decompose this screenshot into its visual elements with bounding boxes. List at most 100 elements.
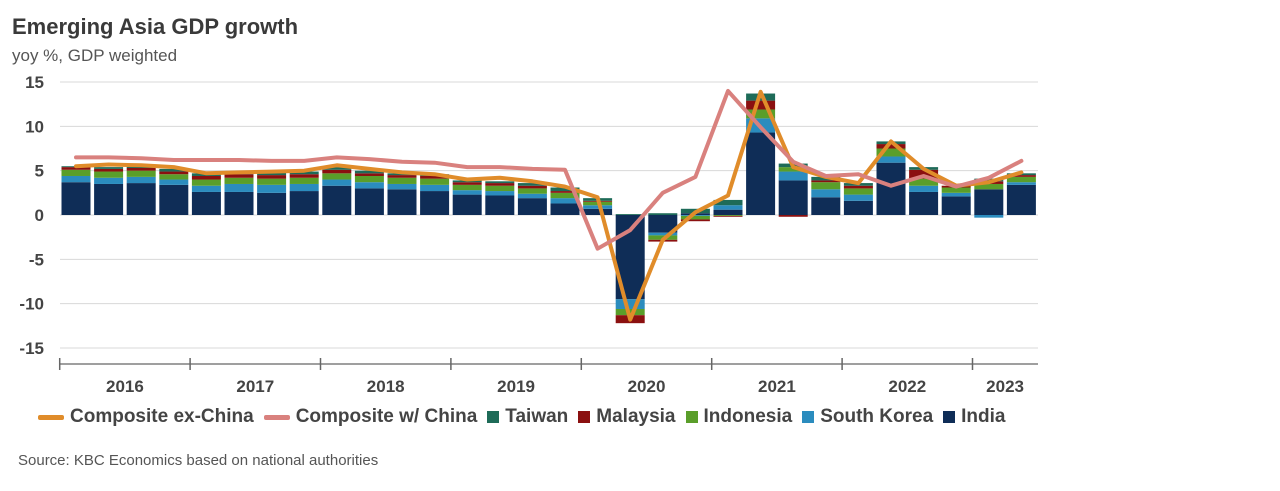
bar-segment-south-korea xyxy=(159,179,189,185)
bar-segment-south-korea xyxy=(420,184,450,192)
bar-segment-south-korea xyxy=(257,184,287,193)
bar-segment-malaysia xyxy=(289,174,319,178)
bar-segment-south-korea xyxy=(322,179,352,186)
bar-segment-south-korea xyxy=(94,177,124,184)
bar-segment-malaysia xyxy=(713,215,743,217)
bar-segment-india xyxy=(191,191,221,215)
bar-segment-south-korea xyxy=(550,198,580,204)
y-tick-label: 5 xyxy=(35,162,44,181)
bar-segment-south-korea xyxy=(61,175,91,183)
bar-segment-malaysia xyxy=(452,182,482,185)
legend-item: Indonesia xyxy=(685,406,793,428)
chart-subtitle: yoy %, GDP weighted xyxy=(12,46,178,65)
bar-segment-indonesia xyxy=(322,173,352,180)
bar-segment-india xyxy=(941,196,971,215)
line-composite-w-china xyxy=(74,88,1024,251)
bar-segment-india xyxy=(159,184,189,215)
grid-layer xyxy=(60,81,1038,349)
bar-segment-indonesia xyxy=(387,177,417,184)
bar-segment-malaysia xyxy=(843,185,873,189)
bar-segment-indonesia xyxy=(354,175,384,183)
bar-segment-taiwan xyxy=(517,183,547,186)
bar-segment-south-korea xyxy=(354,182,384,189)
legend-item: South Korea xyxy=(802,406,933,428)
bar-segment-south-korea xyxy=(811,189,841,198)
bar-segment-south-korea xyxy=(224,183,254,192)
bar-segment-malaysia xyxy=(224,174,254,178)
bar-segment-india xyxy=(550,203,580,215)
x-tick-label: 2022 xyxy=(888,377,926,396)
legend: Composite ex-China Composite w/ China Taiw… xyxy=(38,406,1016,428)
bar-segment-india xyxy=(876,162,906,215)
bar-segment-south-korea xyxy=(648,232,678,236)
bar-segment-india xyxy=(61,182,91,215)
bar-segment-indonesia xyxy=(224,177,254,184)
bar-segment-india xyxy=(843,200,873,215)
bar-segment-malaysia xyxy=(778,215,808,217)
bar-segment-india xyxy=(778,180,808,215)
bar-segment-indonesia xyxy=(680,215,710,220)
bar-segment-india xyxy=(517,198,547,215)
bar-segment-india xyxy=(713,209,743,215)
bar-segment-india xyxy=(289,191,319,215)
bar-segment-taiwan xyxy=(289,171,319,175)
y-tick-label: -5 xyxy=(29,250,44,269)
bar-segment-malaysia xyxy=(322,169,352,174)
x-tick-label: 2017 xyxy=(236,377,274,396)
bar-segment-south-korea xyxy=(452,190,482,195)
bar-segment-malaysia xyxy=(1006,175,1036,177)
bar-segment-taiwan xyxy=(159,168,189,172)
bar-segment-taiwan xyxy=(615,214,645,215)
bar-segment-india xyxy=(1006,184,1036,215)
legend-swatch xyxy=(38,414,64,420)
source-note: Source: KBC Economics based on national … xyxy=(18,452,379,469)
legend-swatch xyxy=(943,411,956,423)
x-tick-label: 2019 xyxy=(497,377,535,396)
legend-item: Composite ex-China xyxy=(38,406,254,428)
legend-label: Indonesia xyxy=(703,406,793,427)
bar-segment-malaysia xyxy=(876,144,906,149)
bar-segment-south-korea xyxy=(713,205,743,210)
bar-segment-india xyxy=(909,191,939,215)
bar-segment-taiwan xyxy=(354,170,384,174)
bar-segment-india xyxy=(485,195,515,215)
bar-segment-india xyxy=(648,215,678,233)
bar-segment-india xyxy=(420,191,450,215)
bar-segment-indonesia xyxy=(713,215,743,216)
bar-segment-india xyxy=(811,197,841,215)
bar-segment-south-korea xyxy=(1006,182,1036,185)
bar-segment-south-korea xyxy=(843,194,873,201)
x-tick-label: 2018 xyxy=(367,377,405,396)
chart-title: Emerging Asia GDP growth xyxy=(12,14,299,39)
bar-segment-indonesia xyxy=(778,167,808,172)
bar-segment-india xyxy=(354,188,384,215)
bar-segment-indonesia xyxy=(452,184,482,191)
bar-segment-south-korea xyxy=(126,176,156,184)
bar-segment-india xyxy=(974,189,1004,215)
bar-segment-south-korea xyxy=(615,299,645,309)
bar-segment-indonesia xyxy=(843,188,873,195)
bar-segment-indonesia xyxy=(909,178,939,186)
legend-label: Malaysia xyxy=(596,406,676,427)
bar-segment-south-korea xyxy=(680,215,710,216)
bar-segment-south-korea xyxy=(485,191,515,196)
bar-segment-india xyxy=(224,191,254,215)
legend-swatch xyxy=(487,411,500,423)
bar-segment-malaysia xyxy=(811,180,841,183)
bar-segment-india xyxy=(126,183,156,215)
bar-segment-indonesia xyxy=(159,174,189,180)
bar-segment-indonesia xyxy=(485,185,515,192)
bar-segment-malaysia xyxy=(550,191,580,193)
bar-segment-south-korea xyxy=(909,185,939,192)
bar-segment-indonesia xyxy=(257,178,287,185)
legend-item: Composite w/ China xyxy=(263,406,477,428)
bar-segment-south-korea xyxy=(191,185,221,192)
bar-segment-taiwan xyxy=(550,187,580,192)
bar-segment-indonesia xyxy=(420,178,450,185)
y-tick-label: 0 xyxy=(35,206,44,225)
x-tick-label: 2016 xyxy=(106,377,144,396)
bar-segment-indonesia xyxy=(811,182,841,190)
bar-segment-malaysia xyxy=(191,175,221,180)
bar-segment-south-korea xyxy=(583,205,613,209)
bar-segment-south-korea xyxy=(778,171,808,181)
